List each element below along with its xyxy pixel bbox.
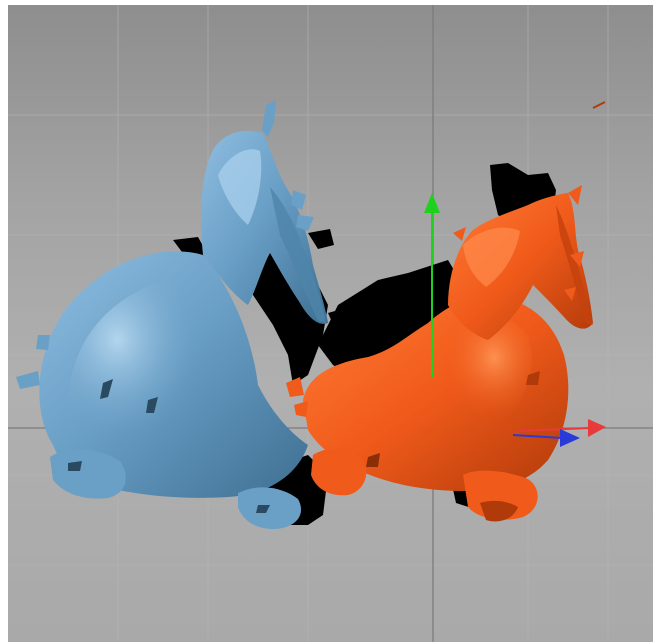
- z-axis-handle[interactable]: [512, 429, 580, 447]
- x-axis-handle[interactable]: [517, 419, 606, 437]
- stray-fragment: [592, 101, 606, 109]
- duck-scan-source[interactable]: [16, 100, 328, 530]
- 3d-viewport[interactable]: [8, 5, 653, 642]
- 3d-scene[interactable]: [8, 5, 653, 642]
- transform-gizmo[interactable]: [424, 193, 606, 447]
- duck-scan-target[interactable]: [286, 185, 593, 522]
- y-axis-handle[interactable]: [424, 193, 440, 377]
